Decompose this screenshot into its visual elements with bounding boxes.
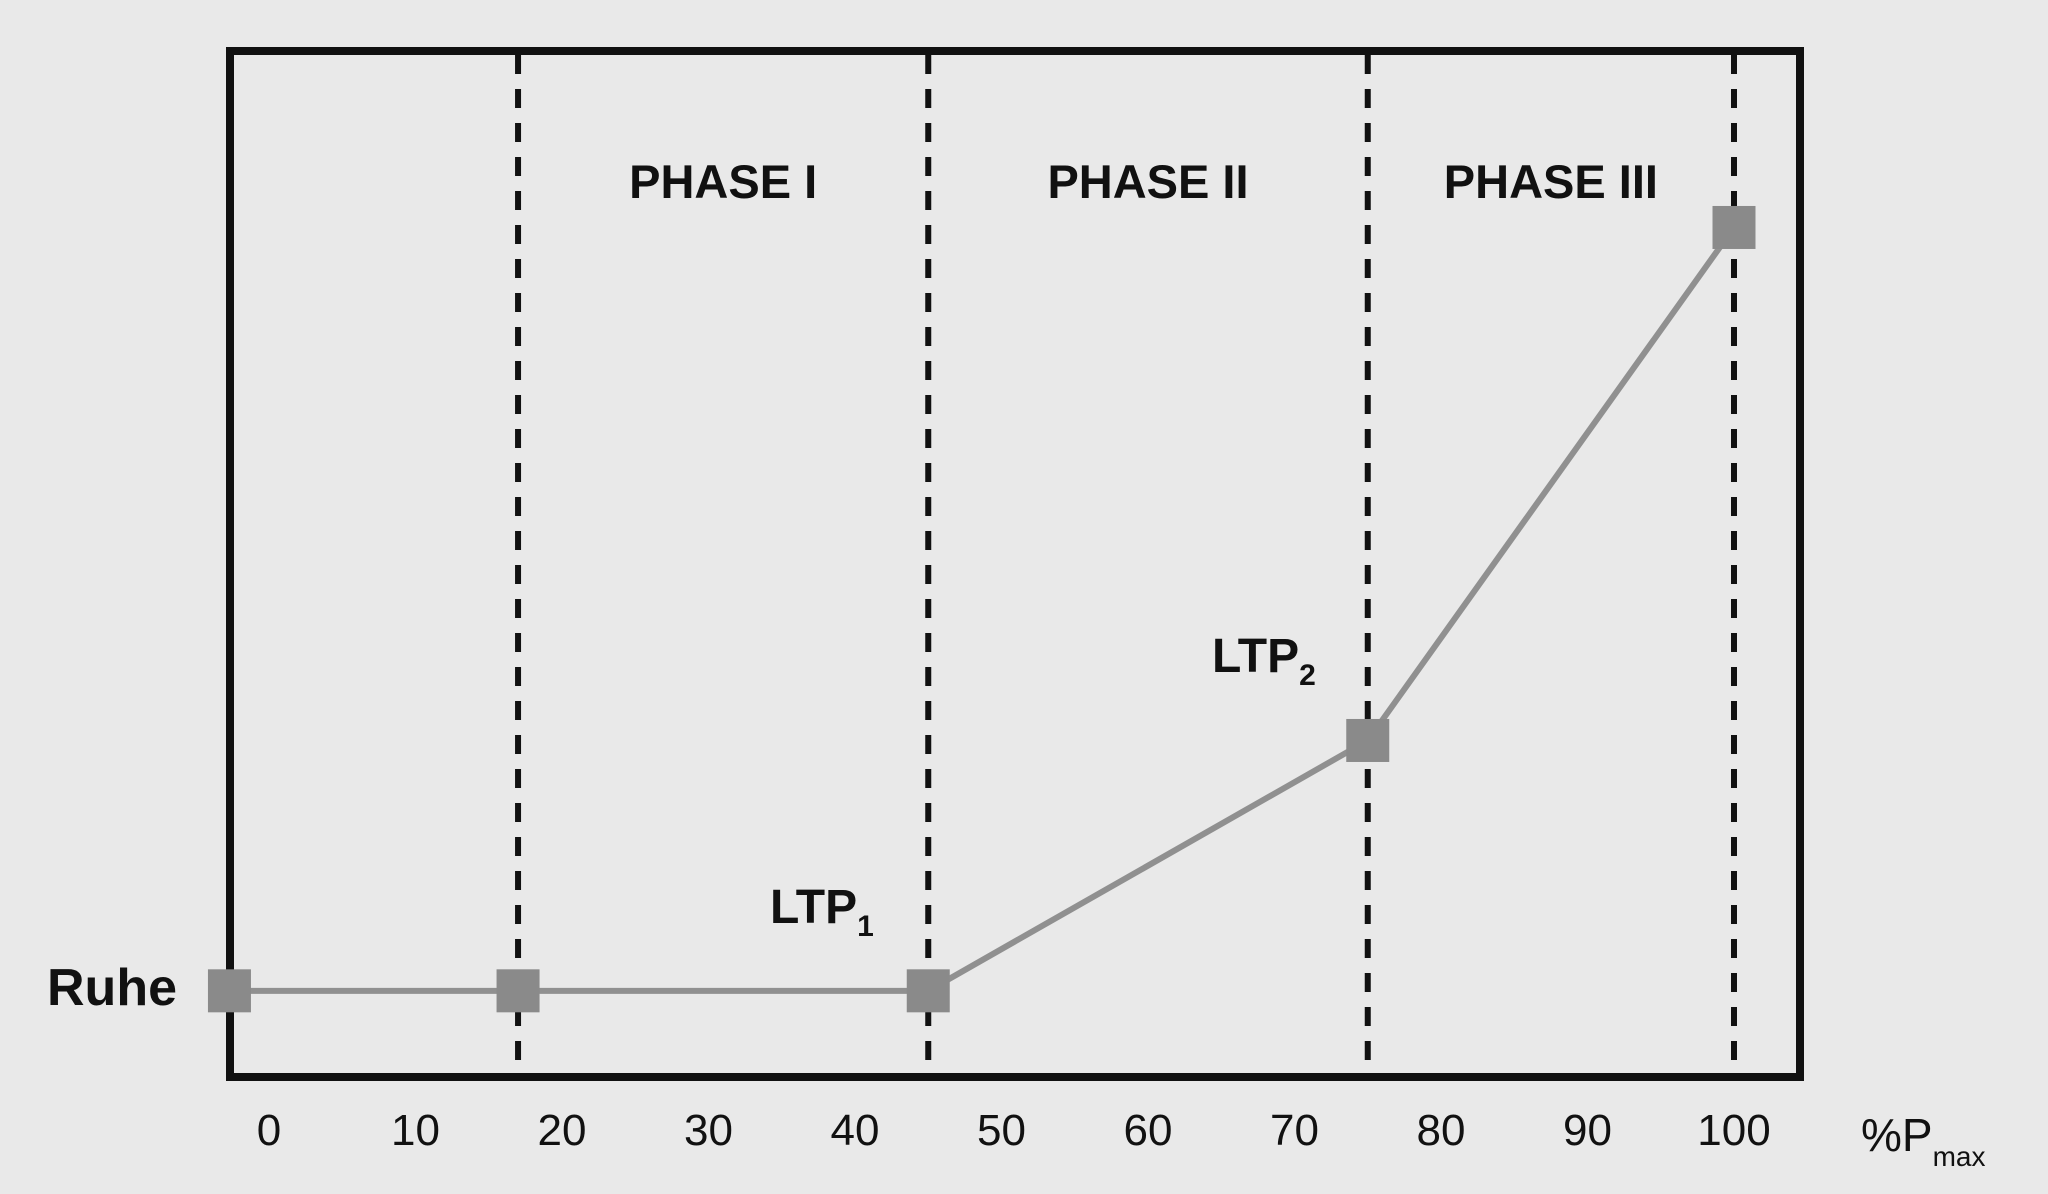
- x-tick-label: 100: [1697, 1106, 1771, 1155]
- x-axis-unit-text: %P: [1861, 1109, 1933, 1161]
- x-tick-label: 50: [977, 1106, 1026, 1155]
- data-point-marker: [496, 969, 540, 1013]
- ltp1-label: LTP1: [770, 884, 874, 951]
- phase-label: PHASE III: [1443, 155, 1658, 208]
- ltp1-label-subscript: 1: [857, 910, 874, 943]
- data-point-marker: [207, 969, 251, 1013]
- x-tick-label: 80: [1416, 1106, 1466, 1155]
- ltp1-label-text: LTP: [770, 881, 858, 934]
- ltp2-label-subscript: 2: [1299, 659, 1316, 692]
- x-tick-label: 70: [1270, 1106, 1319, 1155]
- x-tick-label: 60: [1123, 1106, 1173, 1155]
- data-point-marker: [906, 969, 950, 1013]
- x-axis-unit-subscript: max: [1932, 1141, 1986, 1172]
- phase-label: PHASE I: [629, 155, 818, 208]
- rest-label: Ruhe: [0, 962, 177, 1014]
- plot-border: [226, 47, 1804, 1081]
- phase-label: PHASE II: [1047, 155, 1249, 208]
- ltp2-label: LTP2: [1212, 633, 1316, 700]
- rest-label-text: Ruhe: [47, 959, 177, 1017]
- x-tick-label: 30: [684, 1106, 733, 1155]
- data-point-marker: [1346, 718, 1390, 762]
- x-tick-label: 90: [1563, 1106, 1612, 1155]
- ltp2-label-text: LTP: [1212, 630, 1300, 683]
- data-point-marker: [1712, 205, 1756, 249]
- x-tick-label: 20: [537, 1106, 587, 1155]
- x-axis-unit-label: %Pmax: [1861, 1112, 1986, 1180]
- x-tick-label: 40: [830, 1106, 880, 1155]
- x-tick-label: 0: [256, 1106, 282, 1155]
- x-tick-label: 10: [391, 1106, 440, 1155]
- data-curve: [229, 225, 1737, 994]
